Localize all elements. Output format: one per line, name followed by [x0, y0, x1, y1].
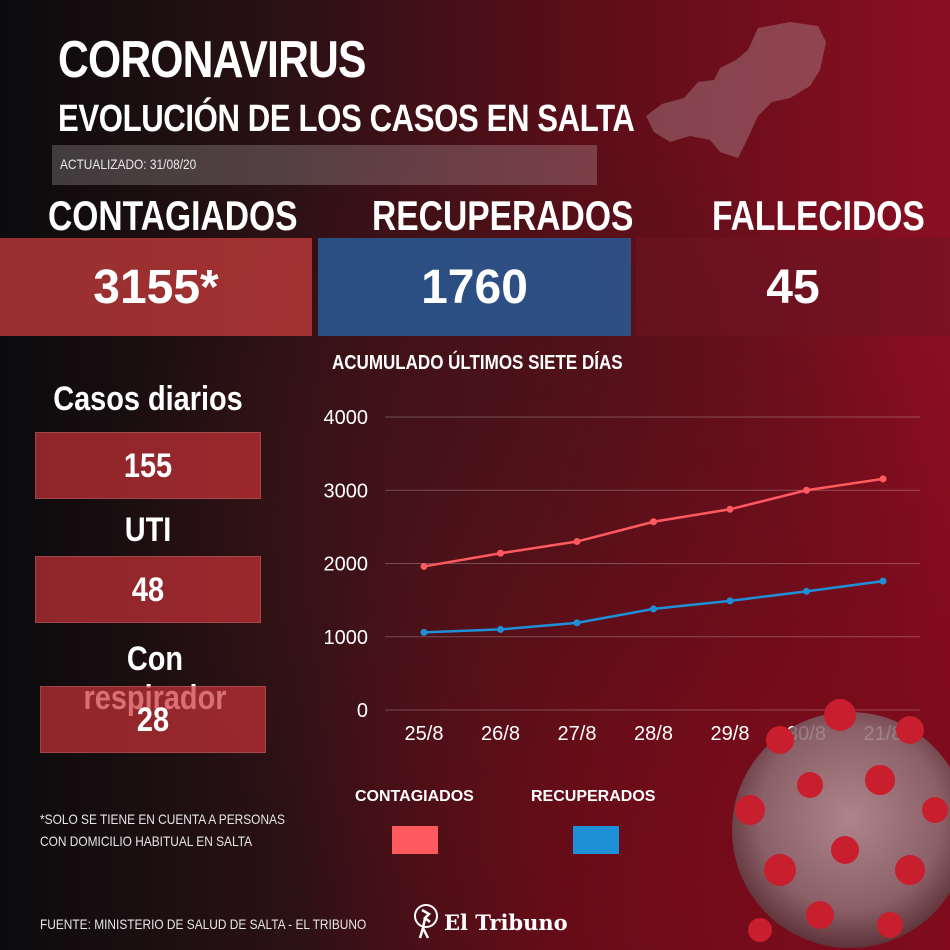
data-point-recuperados: [803, 587, 810, 595]
recuperados-heading: RECUPERADOS: [372, 192, 634, 239]
contagiados-heading: CONTAGIADOS: [48, 192, 298, 239]
series-line-contagiados: [423, 477, 884, 568]
series-line-recuperados: [423, 579, 884, 634]
data-point-recuperados: [573, 619, 581, 627]
y-tick-label: 2000: [324, 554, 369, 576]
page-title: CORONAVIRUS: [58, 31, 366, 89]
chart-title: ACUMULADO ÚLTIMOS SIETE DÍAS: [332, 352, 623, 374]
footnote-line: CON DOMICILIO HABITUAL EN SALTA: [40, 833, 253, 849]
data-point-recuperados: [497, 625, 504, 633]
fallecidos-value: 45: [766, 261, 820, 314]
data-point-contagiados: [879, 475, 887, 483]
data-point-recuperados: [726, 597, 734, 605]
footnote: *SOLO SE TIENE EN CUENTA A PERSONAS CON …: [40, 808, 295, 852]
daily-cases-value: 155: [123, 447, 173, 485]
data-point-contagiados: [803, 486, 810, 494]
respirator-box: 28: [40, 686, 266, 753]
uti-value: 48: [131, 571, 165, 609]
x-tick-label: 26/8: [481, 723, 520, 745]
data-point-recuperados: [879, 577, 887, 585]
data-point-contagiados: [650, 518, 657, 526]
data-point-contagiados: [497, 549, 504, 557]
fallecidos-stat-box: 45: [636, 238, 950, 336]
legend-swatch-recuperados: [573, 826, 619, 854]
daily-cases-label: Casos diarios: [53, 380, 243, 418]
legend-label-recuperados: RECUPERADOS: [531, 788, 656, 805]
data-point-recuperados: [650, 605, 657, 613]
legend-label-contagiados: CONTAGIADOS: [355, 788, 474, 805]
fallecidos-heading: FALLECIDOS: [712, 192, 925, 239]
y-tick-label: 4000: [324, 407, 369, 429]
page-subtitle: EVOLUCIÓN DE LOS CASOS EN SALTA: [58, 98, 635, 140]
salta-map-icon: [646, 22, 826, 158]
daily-cases-box: 155: [35, 432, 261, 499]
x-tick-label: 25/8: [405, 723, 444, 745]
data-point-contagiados: [573, 538, 581, 546]
data-point-contagiados: [420, 562, 428, 570]
x-tick-label: 28/8: [634, 723, 673, 745]
updated-banner: ACTUALIZADO: 31/08/20: [52, 145, 597, 185]
y-tick-label: 0: [357, 700, 368, 722]
brand-name: El Tribuno: [444, 910, 568, 935]
respirator-value: 28: [136, 701, 170, 739]
x-tick-label: 27/8: [558, 723, 597, 745]
y-tick-label: 3000: [324, 480, 369, 502]
source-credit: FUENTE: MINISTERIO DE SALUD DE SALTA - E…: [40, 916, 367, 932]
footnote-line: *SOLO SE TIENE EN CUENTA A PERSONAS: [40, 811, 285, 827]
contagiados-stat-box: 3155*: [0, 238, 312, 336]
recuperados-stat-box: 1760: [318, 238, 631, 336]
updated-date: ACTUALIZADO: 31/08/20: [60, 156, 197, 172]
recuperados-value: 1760: [421, 261, 528, 314]
coronavirus-illustration-icon: [732, 699, 950, 948]
legend-swatch-contagiados: [392, 826, 438, 854]
data-point-contagiados: [726, 505, 734, 513]
contagiados-value: 3155*: [93, 261, 219, 314]
uti-label: UTI: [124, 511, 172, 549]
uti-box: 48: [35, 556, 261, 623]
y-tick-label: 1000: [324, 627, 369, 649]
el-tribuno-logo-icon: [414, 904, 438, 939]
data-point-recuperados: [420, 628, 428, 636]
